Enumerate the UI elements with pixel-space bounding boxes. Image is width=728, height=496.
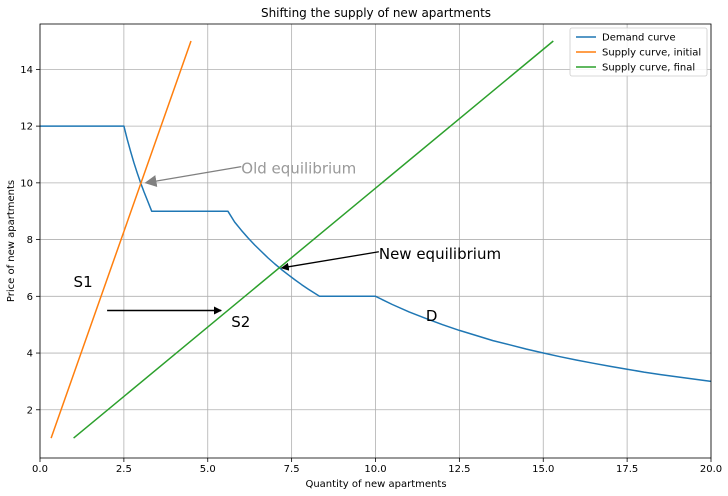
series-group <box>40 40 712 439</box>
x-tick-label: 15.0 <box>532 464 554 475</box>
y-axis-label: Price of new apartments <box>6 180 17 302</box>
legend: Demand curve Supply curve, initial Supply … <box>569 27 708 77</box>
y-tick-label: 12 <box>20 122 33 133</box>
legend-label-supply-curve-initial: Supply curve, initial <box>602 48 701 59</box>
legend-label-supply-curve-final: Supply curve, final <box>602 63 695 74</box>
annotation-old-equilibrium: Old equilibrium <box>241 160 356 178</box>
annotation-s1: S1 <box>74 273 93 291</box>
x-tick-label: 12.5 <box>448 464 470 475</box>
legend-box <box>569 27 708 77</box>
x-axis-ticks: 0.0 2.5 5.0 7.5 10.0 12.5 15.0 17.5 20.0 <box>32 458 722 475</box>
annotation-arrow-old-equilibrium <box>144 166 242 187</box>
x-tick-label: 7.5 <box>284 464 300 475</box>
x-tick-label: 10.0 <box>364 464 386 475</box>
annotation-s2: S2 <box>231 313 250 331</box>
series-line-demand-curve <box>40 125 712 383</box>
legend-label-demand-curve: Demand curve <box>602 33 676 44</box>
y-tick-label: 10 <box>20 178 33 189</box>
y-tick-label: 4 <box>27 349 33 360</box>
chart-title: Shifting the supply of new apartments <box>261 6 491 20</box>
y-tick-label: 2 <box>27 405 33 416</box>
x-tick-label: 2.5 <box>116 464 132 475</box>
y-tick-label: 6 <box>27 292 33 303</box>
x-axis-label: Quantity of new apartments <box>305 479 446 490</box>
y-tick-label: 14 <box>20 65 33 76</box>
y-tick-label: 8 <box>27 235 33 246</box>
x-tick-label: 20.0 <box>700 464 722 475</box>
annotations: Old equilibrium New equilibrium S1 S2 D <box>74 160 502 331</box>
x-tick-label: 17.5 <box>616 464 638 475</box>
x-tick-label: 5.0 <box>200 464 216 475</box>
grid <box>39 24 712 458</box>
x-tick-label: 0.0 <box>32 464 48 475</box>
y-axis-ticks: 2 4 6 8 10 12 14 <box>20 65 40 416</box>
annotation-new-equilibrium: New equilibrium <box>379 245 501 263</box>
series-line-supply-curve-initial <box>50 40 192 439</box>
series-line-supply-curve-final <box>73 40 554 439</box>
annotation-arrow-new-equilibrium <box>280 251 379 271</box>
annotation-d: D <box>426 307 438 325</box>
